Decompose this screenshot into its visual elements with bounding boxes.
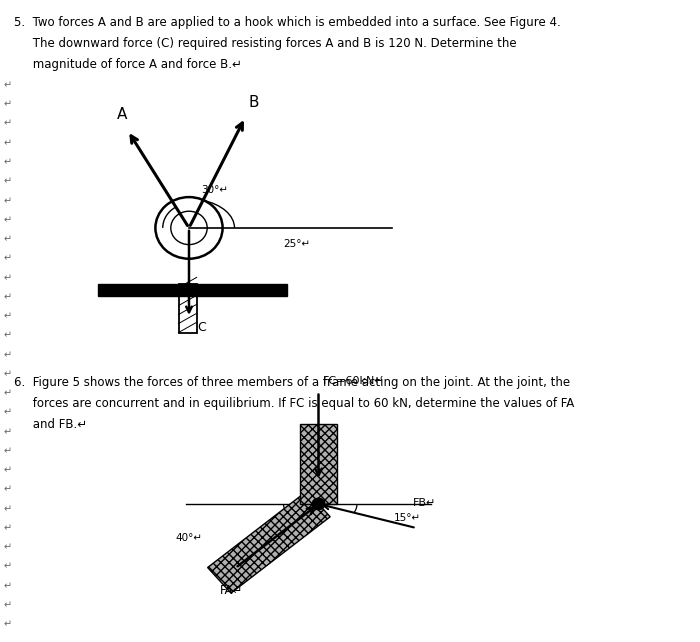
Text: ↵: ↵: [4, 446, 12, 456]
Text: ↵: ↵: [4, 620, 12, 630]
Text: 25°↵: 25°↵: [284, 239, 311, 250]
Text: ↵: ↵: [4, 369, 12, 379]
Text: ↵: ↵: [4, 138, 12, 148]
Text: ↵: ↵: [4, 542, 12, 553]
Text: ↵: ↵: [4, 562, 12, 572]
Text: ↵: ↵: [4, 80, 12, 91]
Polygon shape: [300, 424, 337, 504]
Polygon shape: [208, 491, 330, 593]
Text: ↵: ↵: [4, 600, 12, 611]
Text: 6.  Figure 5 shows the forces of three members of a frame acting on the joint. A: 6. Figure 5 shows the forces of three me…: [14, 376, 570, 388]
Text: ↵: ↵: [4, 485, 12, 495]
Text: magnitude of force A and force B.↵: magnitude of force A and force B.↵: [14, 58, 242, 71]
Text: ↵: ↵: [4, 234, 12, 245]
Text: ↵: ↵: [4, 331, 12, 341]
Text: FB↵: FB↵: [413, 498, 436, 508]
Text: ↵: ↵: [4, 581, 12, 591]
Text: C: C: [197, 321, 206, 334]
Text: 30°↵: 30°↵: [202, 184, 229, 195]
Text: ↵: ↵: [4, 273, 12, 283]
Text: ↵: ↵: [4, 119, 12, 129]
Text: A: A: [118, 107, 127, 122]
Text: 40°↵: 40°↵: [175, 534, 202, 543]
Text: ↵: ↵: [4, 311, 12, 322]
Bar: [178, 284, 197, 333]
Text: forces are concurrent and in equilibrium. If FC is equal to 60 kN, determine the: forces are concurrent and in equilibrium…: [14, 397, 574, 410]
Text: B: B: [248, 96, 259, 110]
Text: ↵: ↵: [4, 292, 12, 302]
Text: 5.  Two forces A and B are applied to a hook which is embedded into a surface. S: 5. Two forces A and B are applied to a h…: [14, 16, 561, 29]
Text: ↵: ↵: [4, 100, 12, 110]
Text: ↵: ↵: [4, 504, 12, 514]
Text: ↵: ↵: [4, 177, 12, 187]
Text: ↵: ↵: [4, 408, 12, 418]
Bar: [98, 284, 287, 296]
Text: ↵: ↵: [4, 215, 12, 225]
Text: The downward force (C) required resisting forces A and B is 120 N. Determine the: The downward force (C) required resistin…: [14, 37, 517, 50]
Circle shape: [312, 498, 325, 510]
Text: ↵: ↵: [4, 465, 12, 476]
Text: and FB.↵: and FB.↵: [14, 418, 87, 431]
Text: 15°↵: 15°↵: [394, 513, 421, 523]
Text: FA↵: FA↵: [220, 584, 244, 597]
Text: ↵: ↵: [4, 254, 12, 264]
Text: FC=60kN↵: FC=60kN↵: [323, 376, 384, 386]
Text: ↵: ↵: [4, 157, 12, 168]
Text: ↵: ↵: [4, 523, 12, 534]
Text: ↵: ↵: [4, 350, 12, 360]
Text: ↵: ↵: [4, 427, 12, 437]
Text: ↵: ↵: [4, 388, 12, 399]
Text: ↵: ↵: [4, 196, 12, 206]
